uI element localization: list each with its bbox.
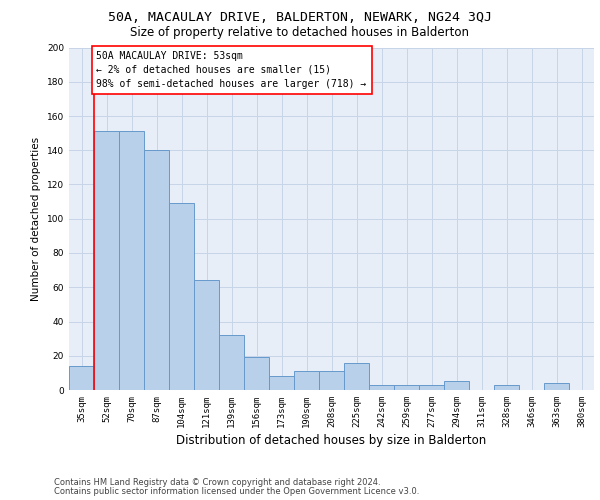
Bar (69, 366, 94, 390)
Bar (344, 362, 369, 390)
Bar (144, 150, 169, 390)
Bar (494, 385, 519, 390)
Text: Size of property relative to detached houses in Balderton: Size of property relative to detached ho… (131, 26, 470, 39)
Bar (394, 385, 419, 390)
Bar (219, 335, 244, 390)
X-axis label: Distribution of detached houses by size in Balderton: Distribution of detached houses by size … (176, 434, 487, 447)
Bar (94, 132, 119, 390)
Text: Contains public sector information licensed under the Open Government Licence v3: Contains public sector information licen… (54, 487, 419, 496)
Bar (444, 382, 469, 390)
Text: 50A, MACAULAY DRIVE, BALDERTON, NEWARK, NG24 3QJ: 50A, MACAULAY DRIVE, BALDERTON, NEWARK, … (108, 11, 492, 24)
Bar (169, 204, 194, 390)
Bar (244, 358, 269, 390)
Bar (119, 132, 144, 390)
Bar (269, 376, 294, 390)
Text: 50A MACAULAY DRIVE: 53sqm
← 2% of detached houses are smaller (15)
98% of semi-d: 50A MACAULAY DRIVE: 53sqm ← 2% of detach… (97, 51, 367, 89)
Y-axis label: Number of detached properties: Number of detached properties (31, 136, 41, 301)
Bar (294, 371, 319, 390)
Bar (319, 371, 344, 390)
Text: Contains HM Land Registry data © Crown copyright and database right 2024.: Contains HM Land Registry data © Crown c… (54, 478, 380, 487)
Bar (419, 385, 444, 390)
Bar (194, 280, 219, 390)
Bar (369, 385, 394, 390)
Bar (544, 383, 569, 390)
